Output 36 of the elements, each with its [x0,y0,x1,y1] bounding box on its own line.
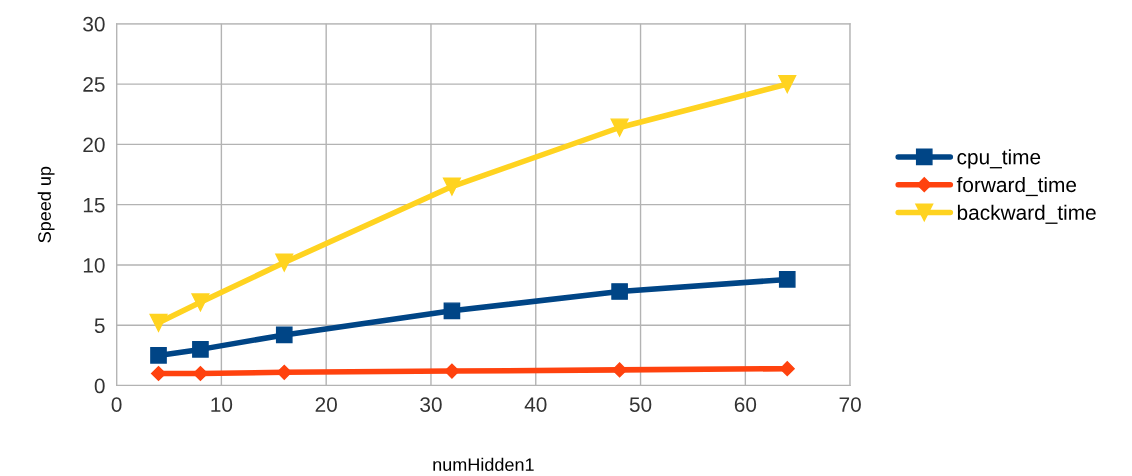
x-tick-label: 70 [839,397,861,412]
point [192,341,209,358]
y-axis-title: Speed up [37,166,55,243]
y-tick-label: 25 [83,77,105,92]
point [150,347,167,364]
y-tick-label: 30 [83,16,105,32]
legend-label: forward_time [956,176,1077,197]
x-tick-label: 30 [420,397,442,412]
x-tick-label: 20 [315,397,337,412]
point [276,364,292,380]
point [611,283,628,300]
legend-label: backward_time [957,204,1096,224]
x-tick-label: 0 [111,397,122,412]
point [444,363,460,379]
x-tick-label: 60 [734,397,757,412]
point [778,271,796,288]
point [778,75,797,94]
point [610,118,629,137]
x-axis-title: numHidden1 [433,457,534,472]
y-tick-label: 20 [83,137,105,153]
x-tick-label: 50 [629,397,652,412]
legend-label: cpu_time [957,149,1041,169]
x-tick-label: 10 [211,397,233,412]
point [275,326,293,344]
y-tick-label: 5 [94,318,105,334]
point [442,177,461,196]
point [612,362,628,378]
y-tick-label: 10 [83,257,105,273]
point [191,293,210,312]
point [275,253,294,272]
point [779,361,795,377]
y-tick-label: 0 [94,378,105,394]
y-tick-label: 15 [83,197,105,213]
x-tick-label: 40 [524,397,547,412]
point [443,302,461,320]
point [149,313,168,332]
